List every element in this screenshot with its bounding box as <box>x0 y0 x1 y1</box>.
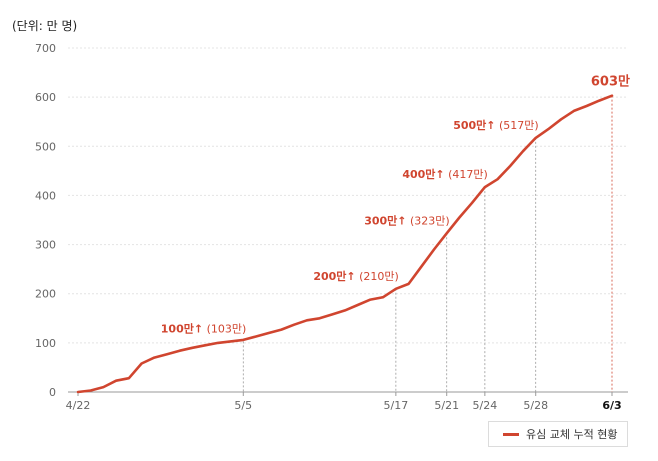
annotation-sub: (517만) <box>496 119 539 132</box>
annotation-label: 400만↑ (417만) <box>402 167 488 181</box>
annotation-main: 300만↑ <box>364 213 406 227</box>
annotation-main: 500만↑ <box>453 118 495 132</box>
x-tick-label: 6/3 <box>602 399 621 412</box>
annotation-main: 400만↑ <box>402 167 444 181</box>
annotation-main: 200만↑ <box>313 269 355 283</box>
series-line <box>76 94 614 394</box>
x-tick-label: 5/5 <box>234 399 252 412</box>
x-tick-label: 5/21 <box>434 399 459 412</box>
annotation-sub: (417만) <box>445 168 488 181</box>
annotation-label: 100만↑ (103만) <box>161 321 247 335</box>
y-tick-label: 100 <box>35 337 56 350</box>
y-tick-label: 500 <box>35 140 56 153</box>
y-tick-label: 300 <box>35 239 56 252</box>
x-tick-label: 5/17 <box>384 399 409 412</box>
annotation-sub: (210만) <box>356 270 399 283</box>
x-tick-label: 5/28 <box>523 399 548 412</box>
legend: 유심 교체 누적 현황 <box>488 421 628 447</box>
x-tick-label: 5/24 <box>473 399 498 412</box>
annotation-sub: (323만) <box>407 214 450 227</box>
annotation-main: 100만↑ <box>161 321 203 335</box>
end-value-label: 603만 <box>591 74 630 90</box>
y-tick-label: 0 <box>49 386 56 399</box>
annotation-sub: (103만) <box>203 322 246 335</box>
annotation-label: 200만↑ (210만) <box>313 269 399 283</box>
legend-label: 유심 교체 누적 현황 <box>526 428 618 441</box>
annotation-label: 300만↑ (323만) <box>364 213 450 227</box>
y-tick-label: 200 <box>35 288 56 301</box>
unit-label: (단위: 만 명) <box>12 19 78 33</box>
annotation-label: 500만↑ (517만) <box>453 118 539 132</box>
y-tick-label: 400 <box>35 189 56 202</box>
y-tick-label: 700 <box>35 42 56 55</box>
x-tick-label: 4/22 <box>66 399 91 412</box>
legend-swatch <box>503 432 519 436</box>
y-tick-label: 600 <box>35 91 56 104</box>
